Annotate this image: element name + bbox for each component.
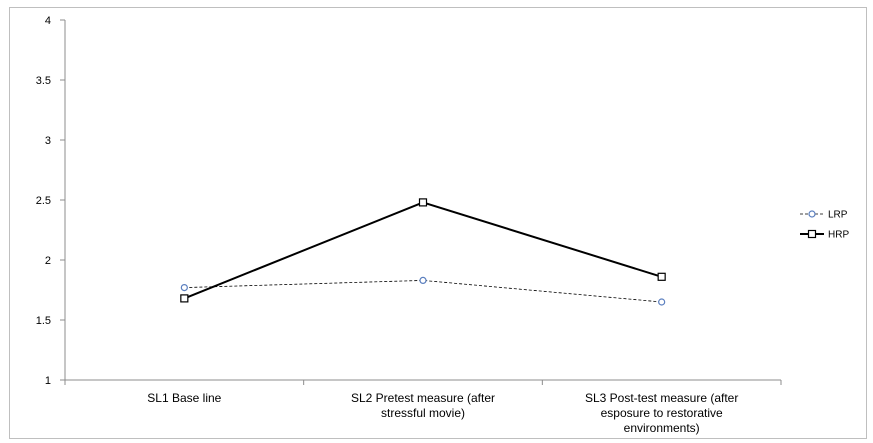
data-point-lrp [180, 284, 188, 292]
legend-label-lrp: LRP [828, 210, 848, 221]
data-point-hrp [657, 272, 666, 281]
y-tick-label: 3 [45, 135, 51, 147]
series-line-hrp [183, 201, 662, 300]
legend-marker-hrp [807, 229, 817, 239]
x-category-label-line: SL2 Pretest measure (after [351, 391, 495, 405]
y-tick-label: 2.5 [36, 195, 51, 207]
chart-frame [9, 7, 867, 439]
x-category-label-line: SL1 Base line [147, 391, 221, 405]
data-point-lrp [658, 298, 666, 306]
axes: 1 1.5 2 2.5 3 3.5 4 SL1 Base line SL2 Pretest me… [36, 15, 782, 435]
x-category-label-line: stressful movie) [381, 406, 465, 420]
x-category-label: SL1 Base line [147, 391, 221, 405]
y-tick-label: 1.5 [36, 315, 51, 327]
series-layer [180, 198, 666, 306]
data-point-hrp [418, 198, 428, 207]
data-point-hrp [180, 294, 189, 303]
legend-marker-lrp [808, 210, 816, 218]
x-category-label-line: esposure to restorative [601, 406, 723, 420]
y-tick-label: 2 [45, 255, 51, 267]
x-category-label-line: SL3 Post-test measure (after [585, 391, 738, 405]
x-category-label: SL3 Post-test measure (after esposure to … [585, 391, 738, 435]
legend-label-hrp: HRP [828, 230, 849, 241]
legend: LRP HRP [800, 210, 849, 241]
y-tick-label: 1 [45, 375, 51, 387]
data-point-lrp [419, 276, 427, 284]
x-category-label-line: environments) [624, 421, 700, 435]
y-tick-label: 3.5 [36, 75, 51, 87]
x-category-label: SL2 Pretest measure (after stressful movi… [351, 391, 495, 420]
y-tick-label: 4 [45, 15, 51, 27]
